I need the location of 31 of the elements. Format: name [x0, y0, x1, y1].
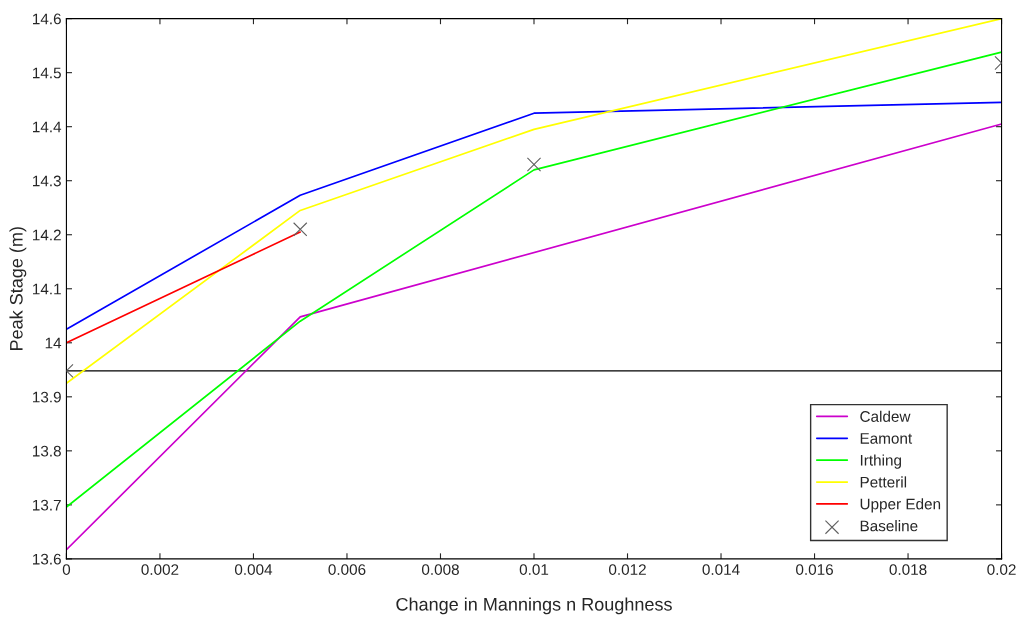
- y-tick-label: 14.3: [33, 175, 61, 187]
- legend-label: Irthing: [860, 454, 901, 469]
- x-axis-title: Change in Mannings n Roughness: [396, 597, 672, 615]
- y-tick-label: 14.2: [33, 229, 61, 241]
- x-tick-label: 0.014: [702, 564, 740, 575]
- y-tick-label: 13.9: [33, 391, 61, 403]
- x-tick-label: 0: [62, 564, 71, 575]
- legend-label: Caldew: [860, 410, 911, 422]
- y-tick-label: 14.5: [33, 67, 61, 79]
- x-tick-label: 0.012: [608, 564, 646, 575]
- y-tick-label: 14.6: [33, 13, 61, 25]
- x-tick-label: 0.02: [987, 564, 1016, 575]
- x-tick-label: 0.006: [328, 564, 366, 575]
- x-tick-label: 0.004: [234, 564, 273, 575]
- x-tick-label: 0.002: [141, 564, 179, 575]
- line-series: [66, 101, 1002, 331]
- x-tick-label: 0.018: [889, 564, 927, 575]
- y-tick-label: 14.4: [33, 121, 62, 133]
- legend-label: Eamont: [860, 433, 913, 444]
- y-tick-label: 13.8: [33, 445, 61, 457]
- legend-label: Baseline: [860, 520, 918, 532]
- x-tick-label: 0.008: [421, 564, 459, 575]
- y-tick-label: 14: [45, 337, 62, 349]
- legend-label: Upper Eden: [860, 498, 941, 513]
- y-tick-label: 13.6: [33, 553, 61, 565]
- y-tick-label: 13.7: [33, 499, 61, 511]
- y-axis-title: Peak Stage (m): [9, 227, 27, 350]
- y-tick-label: 14.1: [33, 283, 61, 295]
- legend-label: Petteril: [860, 476, 907, 488]
- x-tick-label: 0.016: [796, 564, 833, 575]
- x-tick-label: 0.01: [519, 564, 549, 575]
